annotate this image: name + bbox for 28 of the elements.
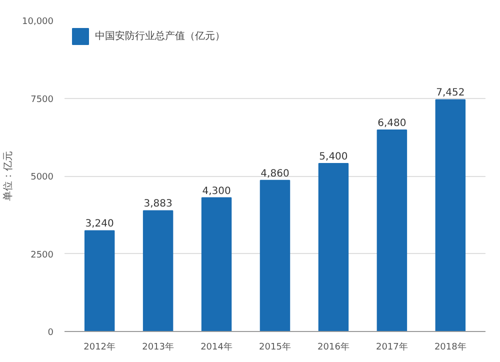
x-tick-label: 2016年 [318,342,350,352]
text: 6,480 [378,118,406,129]
bar [376,129,408,332]
y-tick-label: 7500 [30,94,54,105]
x-tick-label: 2018年 [434,342,466,352]
y-axis-title: 单位：亿元 [2,151,14,201]
x-tick-label: 2017年 [376,342,408,352]
y-tick-label: 2500 [30,250,54,260]
y-tick-label: 10,000 [22,17,54,27]
bar [142,210,174,332]
x-tick-label: 2014年 [200,342,232,352]
x-tick-label: 2013年 [142,342,174,352]
bar [435,99,466,332]
y-tick-label: 0 [48,328,54,338]
bar [84,230,115,332]
legend-label: 中国安防行业总产值（亿元） [95,30,225,43]
x-tick-label: 2015年 [259,342,291,352]
text: 4,300 [202,186,231,197]
bar [260,180,290,332]
text: 4,860 [260,168,290,180]
bar [318,163,349,332]
text: 3,240 [85,218,114,230]
bar [201,197,232,332]
text: 7,452 [436,88,465,99]
text: 5,400 [319,152,348,163]
x-tick-label: 2012年 [84,342,116,352]
y-tick-label: 5000 [30,172,54,182]
text: 3,883 [144,198,172,210]
